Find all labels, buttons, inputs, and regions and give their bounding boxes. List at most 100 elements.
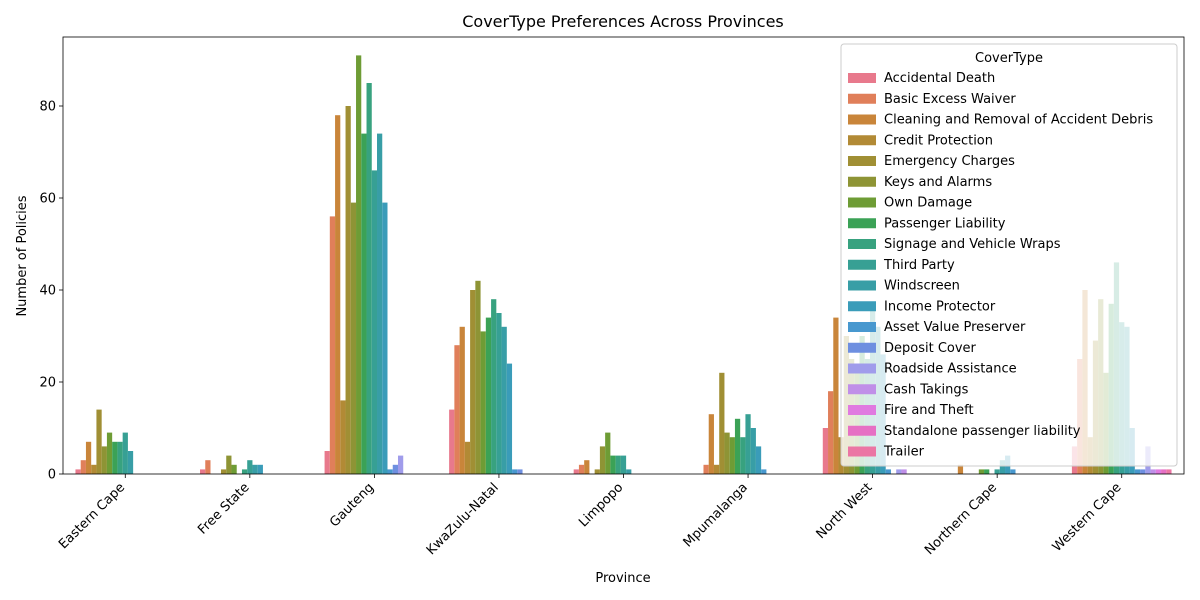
legend-label-1: Basic Excess Waiver	[884, 92, 1016, 107]
x-tick-label-4: Limpopo	[576, 480, 626, 530]
legend-swatch-3	[848, 135, 876, 146]
legend-box	[840, 43, 1178, 467]
legend-swatch-9	[848, 259, 876, 270]
bar-3-7	[485, 317, 492, 474]
bar-0-8	[117, 441, 123, 474]
bar-1-1	[205, 460, 211, 474]
bar-0-7	[112, 441, 118, 474]
bar-2-10	[377, 133, 383, 474]
bar-5-7	[734, 418, 741, 474]
bar-3-13	[517, 469, 523, 474]
legend-label-18: Trailer	[883, 445, 925, 460]
bar-6-12	[885, 469, 891, 474]
bar-0-4	[96, 409, 102, 474]
bar-1-6	[231, 464, 237, 474]
bar-2-6	[356, 55, 362, 475]
legend-label-0: Accidental Death	[884, 71, 995, 86]
bar-7-2	[957, 464, 964, 474]
legend-label-3: Credit Protection	[884, 133, 993, 148]
bar-3-10	[501, 326, 507, 474]
bar-4-4	[594, 469, 600, 474]
x-tick-label-3: KwaZulu-Natal	[424, 480, 502, 558]
chart-title: CoverType Preferences Across Provinces	[462, 12, 784, 31]
bar-3-6	[480, 331, 486, 474]
bar-2-0	[324, 451, 330, 474]
legend-swatch-4	[848, 156, 876, 166]
bar-0-0	[75, 469, 81, 474]
legend-label-14: Roadside Assistance	[884, 362, 1017, 377]
bar-2-4	[345, 106, 351, 474]
legend-label-13: Deposit Cover	[884, 341, 977, 356]
x-tick-label-6: North West	[814, 480, 876, 542]
bar-8-13	[1140, 469, 1146, 474]
bar-3-1	[454, 345, 460, 474]
legend-label-11: Income Protector	[884, 299, 996, 314]
legend-swatch-13	[848, 342, 876, 353]
bar-2-12	[387, 469, 393, 474]
legend-label-2: Cleaning and Removal of Accident Debris	[884, 113, 1153, 128]
x-tick-label-8: Western Cape	[1050, 480, 1125, 555]
legend-swatch-16	[848, 405, 876, 415]
bar-5-1	[703, 464, 709, 474]
bar-6-15	[901, 469, 907, 474]
bar-7-12	[1010, 469, 1016, 474]
bar-3-4	[470, 290, 476, 474]
bar-4-8	[615, 455, 621, 474]
bar-6-1	[828, 391, 834, 474]
bar-3-5	[475, 280, 481, 474]
legend-swatch-1	[848, 93, 876, 104]
bar-4-9	[620, 455, 627, 474]
legend-label-16: Fire and Theft	[884, 403, 974, 418]
legend-label-6: Own Damage	[884, 196, 972, 211]
legend-swatch-8	[848, 239, 876, 249]
legend-label-7: Passenger Liability	[884, 216, 1006, 231]
legend-label-10: Windscreen	[884, 279, 960, 294]
x-tick-label-0: Eastern Cape	[56, 480, 128, 552]
bar-0-3	[91, 464, 97, 474]
bar-5-9	[745, 414, 751, 474]
bar-8-12	[1134, 469, 1141, 474]
bar-5-10	[750, 428, 756, 474]
bar-2-3	[340, 400, 346, 474]
legend-label-4: Emergency Charges	[884, 154, 1015, 169]
legend: CoverType Accidental Death Basic Excess Wa…	[840, 43, 1178, 467]
bar-4-10	[626, 469, 632, 474]
bar-2-8	[366, 83, 372, 474]
bar-8-18	[1166, 469, 1172, 474]
y-axis-label: Number of Policies	[15, 195, 30, 316]
legend-swatch-0	[848, 73, 876, 83]
legend-label-15: Cash Takings	[884, 382, 969, 397]
x-tick-label-5: Mpumalanga	[681, 480, 751, 550]
bar-3-3	[464, 441, 471, 474]
bar-6-14	[896, 469, 902, 474]
legend-swatch-14	[848, 363, 876, 374]
legend-swatch-17	[848, 425, 876, 436]
bar-5-6	[729, 437, 735, 474]
bar-6-0	[822, 428, 829, 474]
legend-swatch-5	[848, 176, 876, 187]
bar-1-9	[247, 460, 253, 474]
bar-4-5	[599, 446, 606, 474]
bar-5-2	[708, 414, 714, 474]
bar-2-11	[382, 202, 388, 474]
x-tick-label-1: Free State	[195, 480, 252, 537]
bar-3-12	[512, 469, 518, 474]
bar-2-9	[371, 170, 378, 474]
legend-swatch-15	[848, 384, 876, 395]
bar-2-1	[329, 216, 336, 474]
bar-3-2	[459, 326, 465, 474]
legend-swatch-2	[848, 114, 876, 125]
x-axis-label: Province	[595, 571, 650, 586]
x-tick-label-7: Northern Cape	[922, 480, 1000, 558]
legend-swatch-10	[848, 280, 876, 291]
bar-0-5	[101, 446, 107, 474]
x-tick-label-2: Gauteng	[327, 480, 377, 530]
bar-8-16	[1155, 469, 1162, 474]
bar-7-9	[994, 469, 1000, 474]
bar-3-8	[491, 299, 497, 474]
y-tick-label-1: 20	[39, 376, 56, 391]
bar-0-6	[106, 432, 113, 474]
bar-0-1	[80, 460, 86, 474]
y-tick-label-2: 40	[39, 284, 56, 299]
